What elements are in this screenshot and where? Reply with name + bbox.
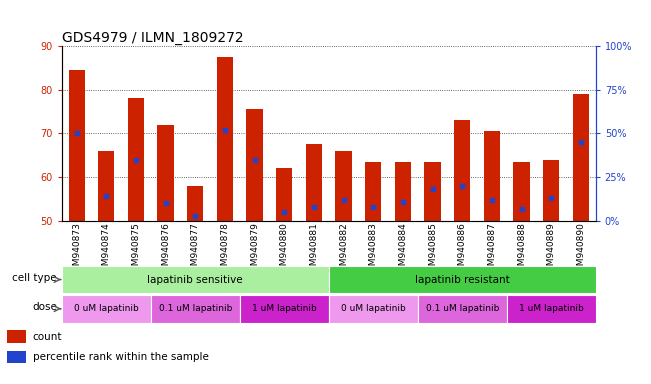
Bar	[573, 94, 589, 221]
Bar	[424, 162, 441, 221]
Bar	[306, 144, 322, 221]
Bar	[62, 295, 151, 323]
Bar	[217, 57, 233, 221]
Text: 0 uM lapatinib: 0 uM lapatinib	[341, 304, 406, 313]
Bar	[506, 295, 596, 323]
Bar	[329, 295, 418, 323]
Bar	[276, 168, 292, 221]
Text: 0 uM lapatinib: 0 uM lapatinib	[74, 304, 139, 313]
Bar	[68, 70, 85, 221]
Bar	[98, 151, 115, 221]
Text: lapatinib resistant: lapatinib resistant	[415, 275, 510, 285]
Text: cell type: cell type	[12, 273, 57, 283]
Text: percentile rank within the sample: percentile rank within the sample	[33, 352, 208, 362]
Bar	[240, 295, 329, 323]
Bar	[151, 295, 240, 323]
Bar	[418, 295, 506, 323]
Bar	[128, 98, 144, 221]
Text: dose: dose	[32, 302, 57, 312]
Text: 0.1 uM lapatinib: 0.1 uM lapatinib	[159, 304, 232, 313]
Bar	[158, 125, 174, 221]
Bar	[7, 351, 26, 364]
Bar	[543, 160, 559, 221]
Bar	[62, 266, 329, 293]
Text: 1 uM lapatinib: 1 uM lapatinib	[519, 304, 583, 313]
Text: GDS4979 / ILMN_1809272: GDS4979 / ILMN_1809272	[62, 31, 243, 45]
Bar	[454, 120, 471, 221]
Bar	[335, 151, 352, 221]
Text: 0.1 uM lapatinib: 0.1 uM lapatinib	[426, 304, 499, 313]
Bar	[7, 330, 26, 343]
Bar	[187, 186, 204, 221]
Bar	[365, 162, 381, 221]
Bar	[329, 266, 596, 293]
Text: lapatinib sensitive: lapatinib sensitive	[148, 275, 243, 285]
Bar	[395, 162, 411, 221]
Bar	[484, 131, 500, 221]
Text: 1 uM lapatinib: 1 uM lapatinib	[252, 304, 316, 313]
Text: count: count	[33, 331, 62, 341]
Bar	[247, 109, 263, 221]
Bar	[514, 162, 530, 221]
